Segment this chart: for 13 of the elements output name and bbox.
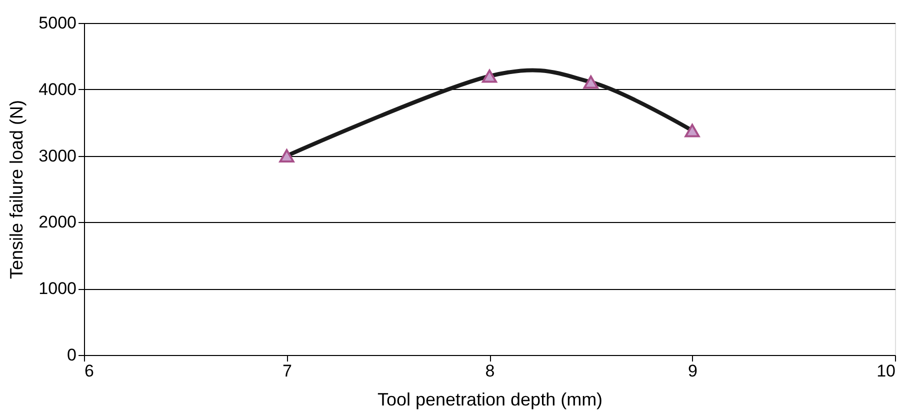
x-tick-label: 10 (876, 362, 896, 380)
y-tick-label: 2000 (38, 212, 76, 232)
x-axis-title: Tool penetration depth (mm) (377, 390, 603, 410)
y-tick-label: 4000 (38, 80, 76, 99)
y-tick-label: 3000 (38, 146, 76, 166)
y-tick-label: 0 (67, 346, 76, 364)
x-tick-label: 8 (485, 362, 495, 380)
x-tick-label: 9 (688, 362, 698, 380)
y-tick-label: 1000 (38, 279, 76, 298)
y-tick-label: 5000 (38, 14, 76, 32)
x-tick-label: 6 (84, 362, 94, 380)
y-axis-title: Tensile failure load (N) (6, 100, 27, 280)
x-tick-label: 7 (282, 362, 292, 380)
